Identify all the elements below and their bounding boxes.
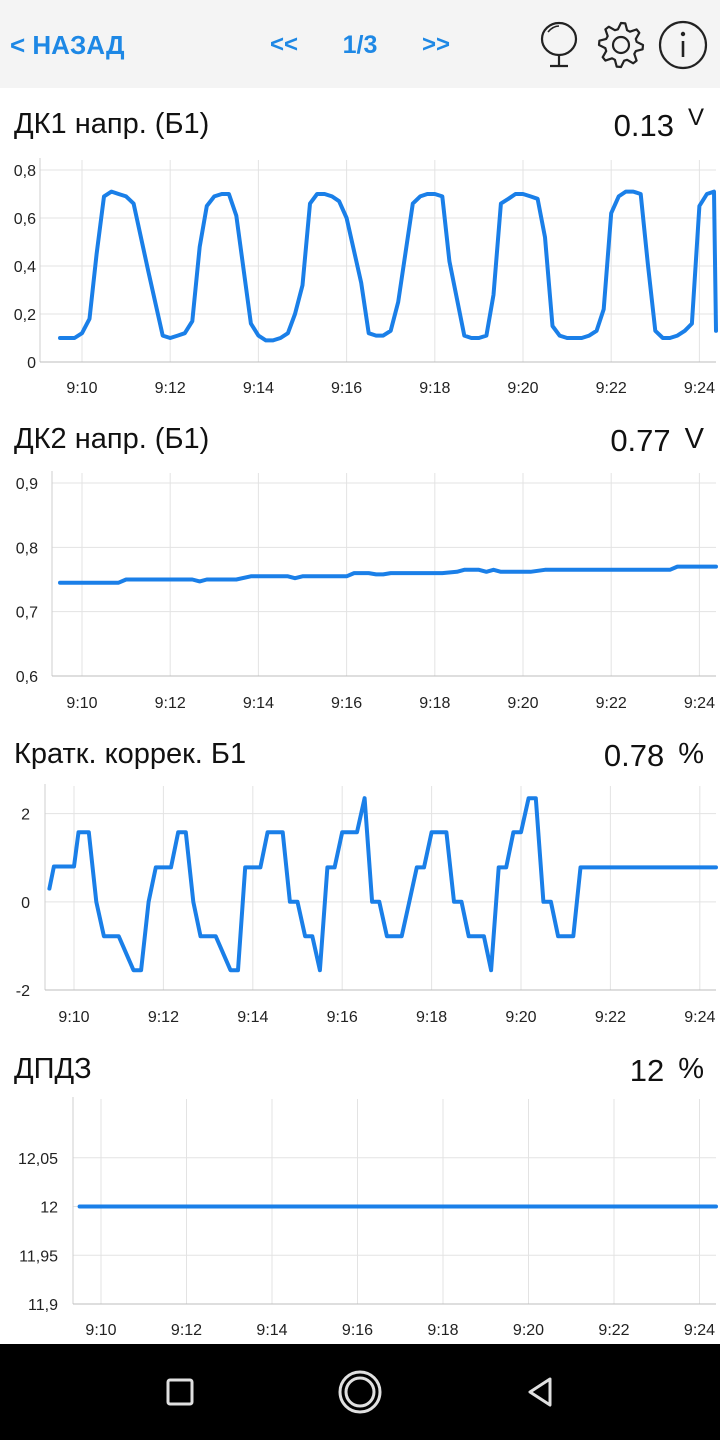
page-indicator: 1/3: [342, 30, 378, 59]
home-icon[interactable]: [336, 1368, 384, 1416]
x-tick-label: 9:10: [58, 1009, 89, 1026]
x-tick-label: 9:16: [342, 1322, 373, 1339]
value-unit: %: [678, 1053, 704, 1085]
x-tick-label: 9:24: [684, 1009, 715, 1026]
top-bar: < НАЗАД << 1/3 >>: [0, 0, 720, 88]
chart-short-fuel-trim: Кратк. коррек. Б1 0.78 % 2 0 -2 9:10 9:12 9:1…: [0, 718, 720, 1033]
x-tick-label: 9:12: [155, 695, 186, 712]
x-tick-label: 9:24: [684, 695, 715, 712]
x-tick-label: 9:14: [256, 1322, 287, 1339]
y-tick-label: 0,4: [14, 259, 36, 276]
value-number: 0.77: [610, 423, 671, 458]
pager: << 1/3 >>: [270, 28, 450, 62]
value-number: 12: [629, 1053, 665, 1088]
x-tick-label: 9:18: [419, 380, 450, 397]
info-icon[interactable]: [656, 18, 710, 72]
chart-current-value: 0.13 V: [613, 104, 704, 144]
x-tick-label: 9:18: [427, 1322, 458, 1339]
x-tick-label: 9:12: [171, 1322, 202, 1339]
y-tick-label: 12,05: [18, 1151, 58, 1168]
x-tick-label: 9:14: [243, 380, 274, 397]
chart-current-value: 0.77 V: [610, 423, 704, 459]
y-tick-label: 0,8: [16, 540, 38, 557]
chart-throttle-position: ДПДЗ 12 % 12,05 12 11,95 11,9 9:10 9:12 9:14 9:…: [0, 1033, 720, 1348]
x-tick-label: 9:14: [237, 1009, 268, 1026]
x-tick-label: 9:18: [416, 1009, 447, 1026]
y-tick-label: 0,6: [16, 669, 38, 686]
x-tick-label: 9:22: [596, 380, 627, 397]
x-tick-label: 9:22: [596, 695, 627, 712]
y-tick-label: 0: [21, 895, 30, 912]
chart-title: ДПДЗ: [14, 1053, 92, 1085]
x-tick-label: 9:20: [505, 1009, 536, 1026]
series-line: [47, 796, 718, 973]
chart-current-value: 0.78 %: [604, 738, 704, 774]
y-tick-label: 12: [40, 1200, 58, 1217]
y-tick-label: 0,2: [14, 307, 36, 324]
x-tick-label: 9:12: [155, 380, 186, 397]
y-tick-label: 11,95: [19, 1248, 58, 1265]
value-number: 0.13: [613, 108, 674, 143]
x-tick-label: 9:24: [684, 1322, 715, 1339]
value-unit: V: [684, 423, 704, 455]
chart-title: ДК2 напр. (Б1): [14, 423, 210, 455]
x-tick-label: 9:14: [243, 695, 274, 712]
x-tick-label: 9:16: [331, 380, 362, 397]
system-nav-bar: [0, 1344, 720, 1440]
value-number: 0.78: [603, 738, 665, 773]
chart-plot: 0,8 0,6 0,4 0,2 0 9:10 9:12 9:14 9:16 9:18 9:20 9:2…: [14, 158, 718, 397]
y-tick-label: 11,9: [28, 1297, 58, 1314]
x-tick-label: 9:10: [66, 380, 97, 397]
y-tick-label: 0,9: [16, 476, 38, 493]
series-line: [58, 189, 718, 343]
x-tick-label: 9:16: [327, 1009, 358, 1026]
chart-plot: 12,05 12 11,95 11,9 9:10 9:12 9:14 9:16 9:18 9:20…: [18, 1097, 718, 1339]
chart-plot: 0,9 0,8 0,7 0,6 9:10 9:12 9:14 9:16 9:18 9:20 9:22…: [16, 471, 718, 712]
next-page-button[interactable]: >>: [421, 31, 450, 58]
y-tick-label: 0,6: [14, 211, 36, 228]
x-tick-label: 9:10: [85, 1322, 116, 1339]
prev-page-button[interactable]: <<: [270, 31, 299, 58]
x-tick-label: 9:12: [148, 1009, 179, 1026]
x-tick-label: 9:24: [684, 380, 715, 397]
x-tick-label: 9:18: [419, 695, 450, 712]
back-button[interactable]: < НАЗАД: [10, 29, 125, 60]
chart-title: ДК1 напр. (Б1): [14, 108, 210, 140]
chart-title: Кратк. коррек. Б1: [14, 738, 247, 770]
chart-current-value: 12 %: [630, 1053, 704, 1089]
y-tick-label: 0,8: [14, 163, 36, 180]
x-tick-label: 9:20: [513, 1322, 544, 1339]
chart-o2-sensor-2: ДК2 напр. (Б1) 0.77 V 0,9 0,8 0,7 0,6 9:10 9:…: [0, 403, 720, 718]
y-tick-label: 0: [27, 355, 36, 372]
y-tick-label: 0,7: [16, 605, 38, 622]
value-unit: V: [687, 104, 704, 131]
recent-apps-icon[interactable]: [160, 1372, 200, 1412]
x-tick-label: 9:16: [331, 695, 362, 712]
mirror-icon[interactable]: [532, 18, 586, 72]
y-tick-label: 2: [21, 807, 30, 824]
chart-o2-sensor-1: ДК1 напр. (Б1) 0.13 V 0,8 0,6 0,4 0,2 0 9:10 9…: [0, 88, 720, 403]
chart-plot: 2 0 -2 9:10 9:12 9:14 9:16 9:18 9:20 9:22 9:24: [16, 784, 718, 1026]
back-icon[interactable]: [520, 1372, 560, 1412]
value-unit: %: [678, 738, 704, 770]
x-tick-label: 9:20: [507, 380, 538, 397]
y-tick-label: -2: [16, 983, 30, 1000]
x-tick-label: 9:22: [598, 1322, 629, 1339]
x-tick-label: 9:22: [595, 1009, 626, 1026]
x-tick-label: 9:20: [507, 695, 538, 712]
x-tick-label: 9:10: [66, 695, 97, 712]
gear-icon[interactable]: [594, 18, 648, 72]
series-line: [58, 564, 718, 585]
